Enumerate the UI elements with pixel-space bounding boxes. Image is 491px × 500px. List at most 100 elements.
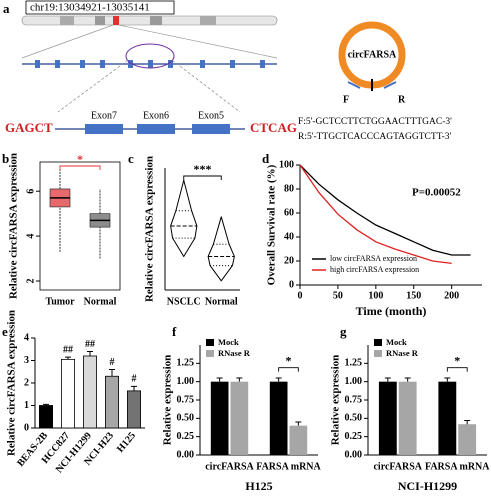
exon-label: Exon7 (91, 110, 117, 121)
y-tick-label: 40 (284, 231, 294, 242)
zoom-line (21, 24, 114, 59)
panel-label: e (2, 324, 8, 339)
legend-label: Mock (386, 337, 407, 347)
y-axis-label: Relative expression (162, 355, 174, 446)
band (150, 16, 162, 25)
panel-label: f (172, 324, 177, 339)
y-tick-label: 1.00 (177, 376, 195, 387)
survival-line (299, 164, 452, 265)
band (200, 16, 216, 25)
legend-swatch (374, 350, 382, 357)
bar (289, 425, 308, 455)
bar (230, 381, 249, 455)
bar (398, 381, 417, 455)
legend-swatch (206, 350, 214, 357)
x-tick-label: Tumor (45, 296, 75, 307)
y-tick-label: 0.75 (345, 394, 363, 405)
x-tick-label: 0 (298, 290, 303, 301)
exon (192, 124, 230, 134)
x-axis-label: Time (month) (356, 304, 427, 318)
y-tick-label: 1.00 (345, 376, 363, 387)
x-tick-label: Normal (84, 296, 117, 307)
x-tick-label: circFARSA (205, 461, 254, 472)
violin (170, 179, 198, 257)
x-tick-label: FARSA mRNA (425, 461, 490, 472)
legend-label: low circFARSA expression (330, 254, 417, 263)
y-tick-label: 4 (24, 332, 29, 343)
y-axis-label: Relative circFARSA expression (144, 156, 156, 302)
error-bar (87, 351, 93, 356)
legend-label: RNase R (218, 348, 251, 358)
y-tick-label: 100 (279, 159, 294, 170)
y-tick-label: 0.50 (177, 413, 195, 424)
legend-label: Mock (218, 337, 239, 347)
y-tick-label: 6 (25, 189, 36, 194)
region-box (25, 0, 175, 15)
survival-line (299, 164, 471, 256)
primer-seq: F:5'-GCTCCTTCTGGAACTTTGAC-3' (298, 117, 452, 127)
bar (378, 381, 397, 455)
band (60, 16, 74, 25)
error-bar (464, 420, 471, 425)
significance: *** (194, 162, 212, 176)
y-tick-label: 1 (24, 400, 29, 411)
panel-label: a (3, 1, 10, 16)
bar (438, 381, 457, 455)
region: chr19:13034921-13035141 (30, 2, 150, 14)
significance: * (77, 152, 83, 166)
significance-bracket (59, 165, 101, 170)
error-bar (131, 385, 137, 391)
bar (61, 358, 76, 429)
y-tick-label: 0.25 (177, 431, 195, 442)
y-tick-label: 60 (284, 207, 294, 218)
exon-label: Exon6 (143, 110, 169, 121)
plot-frame (39, 161, 121, 291)
bar (210, 381, 229, 455)
primer-arrow (383, 81, 397, 89)
legend-swatch (206, 339, 214, 346)
exon (137, 124, 175, 134)
annotation: ## (63, 344, 73, 355)
annotation: ## (85, 339, 95, 350)
significance-bracket (446, 367, 468, 372)
x-tick-label: NSCLC (167, 296, 201, 307)
y-tick-label: 2 (25, 279, 36, 284)
y-tick-label: 20 (284, 255, 294, 266)
y-axis-label: Relative circFARSA expression (8, 153, 20, 299)
y-axis-label: Relative expression (330, 355, 342, 446)
x-tick-label: 100 (368, 290, 383, 301)
gene-exons (35, 60, 265, 68)
error-bar (444, 377, 451, 382)
annotation: # (110, 357, 115, 368)
y-axis-label: Relative circFARSA expression (6, 310, 18, 456)
y-axis-label: Overall Survival rate (%) (266, 164, 278, 285)
bar (83, 355, 98, 429)
x-tick-label: H125 (115, 430, 138, 455)
bar (39, 405, 54, 429)
bar (269, 381, 288, 455)
primer-r: R (398, 94, 406, 105)
y-tick-label: 0.50 (345, 413, 363, 424)
annotation: # (132, 374, 137, 385)
bar (458, 424, 477, 455)
x-tick-label: circFARSA (373, 461, 422, 472)
error-bar (384, 377, 391, 382)
significance: * (286, 353, 292, 367)
error-bar (404, 377, 411, 382)
band (95, 16, 105, 25)
x-axis-label: NCI-H1299 (398, 479, 457, 493)
error-bar (295, 421, 302, 426)
x-tick-label: 200 (444, 290, 459, 301)
exon (85, 124, 123, 134)
y-tick-label: 1.25 (177, 358, 195, 369)
x-tick-label: 150 (406, 290, 421, 301)
y-tick-label: 3 (24, 355, 29, 366)
panel-label: d (262, 151, 270, 166)
zoom-line (171, 59, 241, 113)
error-bar (236, 377, 243, 382)
primer-seq: R:5'-TTGCTCACCCAGTAGGTCTT-3' (298, 132, 452, 142)
x-tick-label: Normal (205, 296, 238, 307)
x-axis-label: H125 (245, 479, 272, 493)
sequence: GAGCT (5, 120, 53, 135)
